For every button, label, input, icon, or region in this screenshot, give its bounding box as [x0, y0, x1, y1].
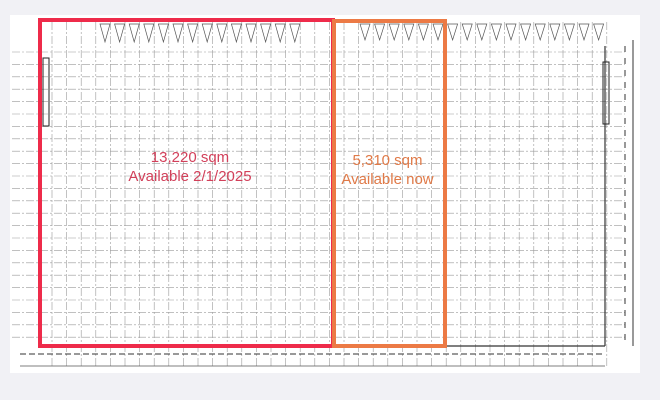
- dock-door-symbol: [274, 23, 286, 44]
- dock-door-symbol: [593, 23, 605, 42]
- zone-2-label: 5,310 sqm Available now: [320, 151, 455, 189]
- dock-door-symbol: [490, 23, 502, 42]
- dock-door-symbol: [534, 23, 546, 42]
- dock-door-symbol: [114, 23, 126, 44]
- dock-door-symbol: [128, 23, 140, 44]
- dock-door-symbol: [505, 23, 517, 42]
- structural-grid: [12, 22, 634, 368]
- dock-door-symbol: [359, 23, 371, 42]
- dock-door-symbol: [563, 23, 575, 42]
- dock-door-symbol: [245, 23, 257, 44]
- stair-symbol: [602, 61, 610, 125]
- dock-door-symbol: [578, 23, 590, 42]
- dock-door-symbol: [216, 23, 228, 44]
- zone-1-availability: Available 2/1/2025: [128, 168, 252, 185]
- dock-door-symbol: [157, 23, 169, 44]
- dock-door-symbol: [172, 23, 184, 44]
- dock-door-symbol: [201, 23, 213, 44]
- dock-door-symbol: [143, 23, 155, 44]
- zone-2-area: 5,310 sqm: [352, 152, 423, 169]
- loading-docks: [42, 23, 610, 127]
- zone-2-availability: Available now: [341, 171, 434, 188]
- dock-door-symbol: [230, 23, 242, 44]
- dock-door-symbol: [289, 23, 301, 44]
- dock-door-symbol: [388, 23, 400, 42]
- stair-symbol: [42, 57, 50, 127]
- dock-door-symbol: [476, 23, 488, 42]
- zone-2-outline[interactable]: [332, 19, 447, 348]
- dock-door-symbol: [374, 23, 386, 42]
- plan-sheet: [10, 15, 640, 373]
- zone-1-area: 13,220 sqm: [150, 149, 230, 166]
- zone-1-label: 13,220 sqm Available 2/1/2025: [90, 148, 290, 186]
- dock-door-symbol: [520, 23, 532, 42]
- dock-door-symbol: [417, 23, 429, 42]
- dock-door-symbol: [403, 23, 415, 42]
- dock-door-symbol: [432, 23, 444, 42]
- dock-door-symbol: [447, 23, 459, 42]
- dock-door-symbol: [99, 23, 111, 44]
- dock-door-symbol: [461, 23, 473, 42]
- dock-door-symbol: [187, 23, 199, 44]
- dock-door-symbol: [549, 23, 561, 42]
- dock-door-symbol: [260, 23, 272, 44]
